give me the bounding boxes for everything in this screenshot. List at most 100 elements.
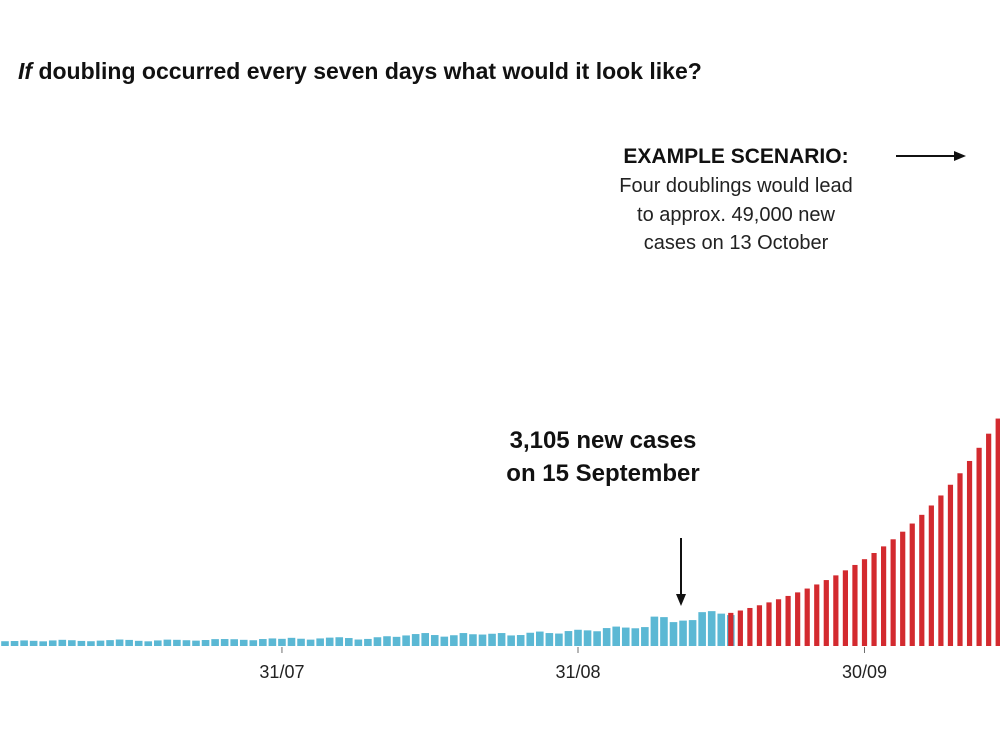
scenario-line-2: to approx. 49,000 new — [637, 204, 835, 226]
actual-cases-bar — [526, 632, 535, 646]
actual-cases-bar — [555, 633, 563, 646]
actual-cases-bar — [660, 617, 668, 646]
scenario-line-3: cases on 13 October — [644, 232, 829, 254]
actual-cases-bar — [77, 640, 86, 646]
actual-cases-bar — [679, 620, 687, 646]
actual-cases-bar — [688, 620, 697, 646]
chart-title-emphasis: If — [18, 58, 33, 84]
actual-cases-bar — [574, 629, 582, 646]
actual-cases-bar — [249, 640, 258, 646]
projected-cases-bar — [976, 447, 982, 646]
actual-cases-bar — [230, 639, 238, 646]
actual-cases-bar — [96, 640, 105, 646]
actual-cases-bar — [478, 634, 487, 646]
actual-cases-bar — [220, 639, 229, 646]
actual-cases-bar — [392, 636, 401, 646]
projected-cases-bar — [728, 612, 734, 646]
projected-cases-bar — [747, 607, 753, 646]
actual-cases-bar — [268, 638, 277, 646]
actual-cases-bar — [192, 640, 200, 646]
actual-cases-bar — [669, 622, 678, 646]
actual-cases-bar — [450, 635, 458, 646]
actual-cases-bar — [421, 633, 429, 646]
actual-cases-bar — [545, 633, 554, 646]
projected-cases-bar — [833, 575, 839, 646]
actual-cases-bar — [201, 640, 210, 646]
actual-cases-bar — [335, 637, 344, 646]
actual-cases-bar — [68, 640, 76, 646]
actual-cases-bar — [631, 628, 640, 646]
projected-cases-bar — [938, 495, 944, 646]
actual-cases-bar — [115, 639, 124, 646]
projected-cases-bar — [986, 433, 992, 646]
actual-cases-bar — [602, 628, 611, 646]
actual-cases-bar — [488, 633, 496, 646]
projected-cases-bar — [947, 484, 954, 646]
actual-cases-bar — [650, 616, 659, 646]
actual-cases-bar — [106, 640, 114, 646]
projected-cases-bar — [795, 592, 801, 646]
projected-cases-bar — [861, 559, 868, 646]
actual-cases-bar — [39, 641, 47, 646]
projected-cases-bar — [804, 588, 810, 646]
actual-cases-bar — [163, 639, 172, 646]
callout-line-1: 3,105 new cases — [510, 427, 697, 454]
actual-cases-bar — [459, 633, 468, 646]
projected-cases-bar — [737, 610, 743, 646]
actual-cases-bar — [698, 612, 706, 646]
scenario-line-1: Four doublings would lead — [619, 175, 853, 197]
actual-cases-bar — [154, 640, 162, 646]
actual-cases-bar — [345, 638, 353, 646]
projected-cases-bar — [900, 531, 906, 646]
actual-cases-bar — [612, 626, 620, 646]
actual-cases-bar — [325, 637, 334, 646]
actual-cases-bar — [364, 638, 372, 646]
actual-cases-bar — [507, 635, 515, 646]
actual-cases-bar — [297, 638, 305, 646]
x-axis-tick-label: 31/07 — [259, 662, 304, 682]
projected-cases-bar — [814, 584, 820, 646]
actual-cases-bar — [144, 641, 153, 646]
actual-cases-bar — [536, 631, 544, 646]
actual-cases-bar — [182, 640, 191, 646]
actual-cases-bar — [29, 640, 38, 646]
actual-cases-bar — [259, 639, 267, 646]
actual-cases-bar — [411, 634, 420, 646]
chart-title: If doubling occurred every seven days wh… — [18, 58, 702, 85]
actual-cases-bar — [58, 639, 67, 646]
callout-arrow — [676, 538, 686, 606]
bars-group — [1, 418, 1000, 646]
actual-cases-bar — [641, 627, 649, 646]
projected-cases-bar — [928, 505, 934, 646]
actual-cases-bar — [125, 639, 133, 646]
actual-cases-bar — [20, 640, 28, 646]
x-axis-ticks: 31/07 31/08 30/09 — [259, 647, 887, 682]
projected-cases-bar — [756, 605, 763, 646]
projected-cases-bar — [785, 595, 791, 646]
actual-cases-bar — [316, 638, 324, 646]
actual-cases-bar — [173, 639, 181, 646]
actual-cases-bar — [440, 636, 449, 646]
actual-cases-bar — [87, 641, 95, 646]
scenario-arrow — [896, 151, 966, 161]
actual-cases-bar — [1, 641, 9, 646]
actual-cases-bar — [278, 638, 286, 646]
projected-cases-bar — [909, 523, 915, 646]
actual-cases-bar — [469, 634, 477, 646]
callout-line-2: on 15 September — [506, 460, 699, 487]
actual-cases-bar — [354, 639, 363, 646]
actual-cases-bar — [211, 639, 219, 646]
projected-cases-bar — [852, 564, 858, 646]
x-axis-tick-label: 31/08 — [555, 662, 600, 682]
actual-cases-bar — [373, 637, 382, 646]
scenario-heading: EXAMPLE SCENARIO: — [623, 145, 848, 168]
actual-cases-bar — [583, 630, 592, 646]
actual-cases-bar — [707, 611, 716, 646]
actual-cases-bar — [383, 636, 391, 646]
x-axis-tick-label: 30/09 — [842, 662, 887, 682]
actual-cases-bar — [306, 639, 315, 646]
actual-cases-bar — [239, 639, 248, 646]
projected-cases-bar — [966, 460, 973, 646]
actual-cases-bar — [287, 637, 296, 646]
